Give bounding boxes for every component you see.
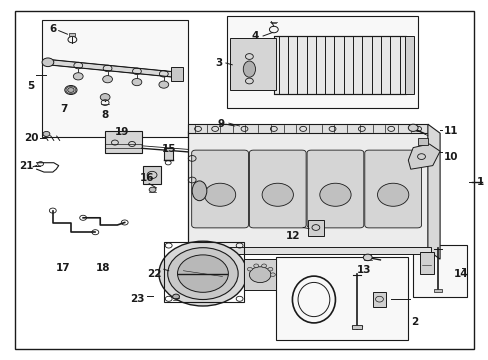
Text: 14: 14 <box>453 269 468 279</box>
Circle shape <box>167 248 238 300</box>
Circle shape <box>270 273 275 276</box>
Circle shape <box>159 81 168 88</box>
Text: 22: 22 <box>146 269 161 279</box>
Text: 15: 15 <box>161 144 176 154</box>
Bar <box>227 16 417 108</box>
Circle shape <box>159 241 246 306</box>
Bar <box>163 148 172 160</box>
Text: 18: 18 <box>95 263 110 273</box>
Circle shape <box>319 183 350 206</box>
Circle shape <box>407 124 417 131</box>
Circle shape <box>102 76 112 83</box>
Bar <box>417 138 427 145</box>
Circle shape <box>262 183 293 206</box>
Text: 4: 4 <box>251 31 259 41</box>
Text: 12: 12 <box>285 231 300 241</box>
Text: 10: 10 <box>443 152 458 162</box>
Bar <box>433 289 441 292</box>
Bar <box>351 325 361 329</box>
Text: 5: 5 <box>27 81 34 91</box>
Bar <box>372 292 386 307</box>
Circle shape <box>267 267 272 271</box>
Bar <box>276 257 407 340</box>
Circle shape <box>100 94 110 101</box>
Circle shape <box>253 264 258 267</box>
Bar <box>186 247 430 254</box>
Circle shape <box>247 267 252 271</box>
Bar <box>307 220 323 236</box>
Text: 11: 11 <box>443 126 458 136</box>
Bar <box>41 20 188 137</box>
Circle shape <box>177 255 228 292</box>
Bar <box>273 36 405 94</box>
Text: 3: 3 <box>215 58 222 68</box>
Bar <box>142 166 161 184</box>
Polygon shape <box>407 144 439 169</box>
Bar <box>419 252 433 274</box>
Bar <box>163 242 244 302</box>
Text: 21: 21 <box>19 161 33 171</box>
Ellipse shape <box>64 85 77 94</box>
Ellipse shape <box>243 61 255 77</box>
Text: 19: 19 <box>115 127 129 137</box>
Polygon shape <box>427 124 439 259</box>
Text: 16: 16 <box>139 173 154 183</box>
Circle shape <box>73 73 83 80</box>
Text: 17: 17 <box>56 263 71 273</box>
Bar <box>188 131 427 250</box>
Circle shape <box>42 58 54 67</box>
Text: 2: 2 <box>410 317 417 327</box>
Text: 1: 1 <box>476 177 483 187</box>
Ellipse shape <box>67 88 74 92</box>
Polygon shape <box>188 124 427 133</box>
Bar <box>229 38 276 90</box>
Circle shape <box>132 78 142 86</box>
FancyBboxPatch shape <box>191 150 248 228</box>
Ellipse shape <box>192 181 206 201</box>
Circle shape <box>204 183 235 206</box>
Circle shape <box>363 254 371 261</box>
FancyBboxPatch shape <box>306 150 363 228</box>
Text: 8: 8 <box>102 110 108 120</box>
Text: 20: 20 <box>23 132 38 143</box>
Polygon shape <box>48 59 176 77</box>
Bar <box>69 33 75 36</box>
Bar <box>171 67 183 81</box>
Bar <box>244 259 276 290</box>
Text: 7: 7 <box>60 104 67 114</box>
Bar <box>412 245 466 297</box>
FancyBboxPatch shape <box>249 150 305 228</box>
Bar <box>105 131 142 153</box>
Circle shape <box>261 264 266 267</box>
Bar <box>404 36 413 94</box>
Text: 6: 6 <box>49 24 56 34</box>
Circle shape <box>172 294 179 299</box>
Circle shape <box>43 131 50 136</box>
Circle shape <box>249 267 270 283</box>
FancyBboxPatch shape <box>364 150 421 228</box>
Text: 9: 9 <box>217 119 224 129</box>
Circle shape <box>377 183 408 206</box>
Circle shape <box>149 187 156 192</box>
Text: 23: 23 <box>129 294 144 304</box>
Text: 13: 13 <box>356 265 371 275</box>
